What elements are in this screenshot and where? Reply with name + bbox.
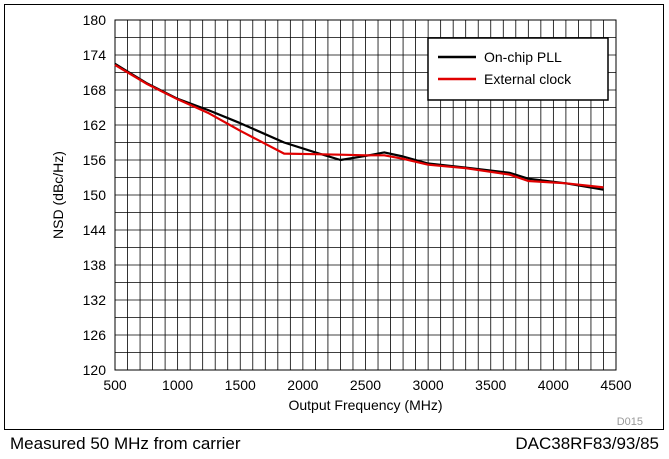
y-tick-label: 150 [83,187,107,203]
chart-frame [4,4,664,430]
y-tick-label: 156 [83,152,107,168]
series-line [114,63,604,189]
legend-entry: On-chip PLL [484,49,562,65]
legend: On-chip PLL External clock [427,37,609,101]
footer-note: Measured 50 MHz from carrier [10,434,241,453]
y-tick-label: 120 [83,362,107,378]
x-tick-label: 4500 [600,377,631,393]
grid [115,20,616,370]
legend-entry: External clock [484,71,572,87]
x-tick-label: 2500 [350,377,381,393]
plot-border [114,19,617,371]
y-tick-label: 144 [83,222,107,238]
x-tick-label: 3000 [413,377,444,393]
y-tick-label: 162 [83,117,107,133]
footer-device: DAC38RF83/93/85 [515,434,659,453]
y-axis-label: NSD (dBc/Hz) [50,151,66,239]
x-axis-ticks: 500 1000 1500 2000 2500 3000 3500 4000 4500 [103,377,631,393]
x-axis-label: Output Frequency (MHz) [288,397,442,413]
legend-box [427,37,609,101]
figure-code: D015 [617,416,643,428]
y-tick-label: 180 [83,12,107,28]
y-tick-label: 138 [83,257,107,273]
x-tick-label: 1000 [162,377,193,393]
x-tick-label: 2000 [287,377,318,393]
y-axis-ticks: 120 126 132 138 144 150 156 162 168 174 180 [83,12,107,378]
y-tick-label: 174 [83,47,107,63]
series-layer [114,62,604,191]
x-tick-label: 4000 [538,377,569,393]
nsd-chart: 500 1000 1500 2000 2500 3000 3500 4000 4500 1201… [50,12,643,428]
y-tick-label: 126 [83,327,107,343]
x-tick-label: 500 [103,377,127,393]
y-tick-label: 168 [83,82,107,98]
x-tick-label: 1500 [225,377,256,393]
x-tick-label: 3500 [475,377,506,393]
y-tick-label: 132 [83,292,107,308]
